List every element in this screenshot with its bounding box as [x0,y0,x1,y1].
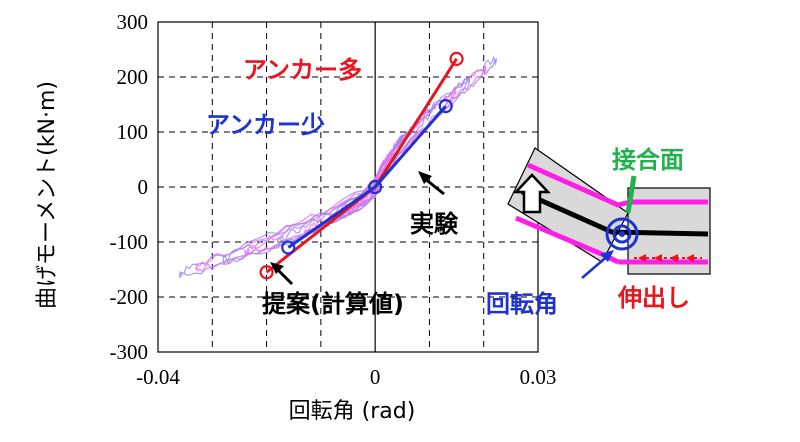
y-tick-label: 100 [117,120,149,144]
y-tick-label: -300 [110,340,149,364]
model-series [259,51,464,280]
y-tick-labels: 300 200 100 0 -100 -200 -300 [110,10,149,364]
grid-lines [158,22,538,352]
y-tick-label: -200 [110,285,149,309]
inset-axis-line [520,189,709,237]
experiment-loop [276,102,437,246]
y-axis-title: 曲げモーメント(kN·m) [35,81,60,309]
experiment-arrow-head [418,171,432,184]
series-point [368,179,383,195]
inset-label-extension: 伸出し [617,284,690,312]
inset-rotation-pointer-head [600,250,614,262]
x-axis-title: 回転角 (rad) [289,399,416,424]
inset-label-rotation-angle: 回転角 [486,290,558,318]
inset-hinge-center [619,231,625,237]
experiment-arrow [423,176,445,196]
inset-joint-pointer [625,175,637,214]
series-line [287,105,447,249]
experiment-loop [179,55,497,279]
series-point [438,99,453,114]
y-tick-label: 200 [117,65,149,89]
inset-rebar-top-left [526,162,631,208]
inset-extension-arrows [634,254,702,262]
x-tick-label: 0.03 [520,365,557,389]
x-tick-labels: -0.04 0 0.03 [136,365,556,389]
experiment-loop [195,65,487,273]
x-tick-label: -0.04 [136,365,180,389]
inset-up-arrow [513,173,551,214]
y-tick-label: 300 [117,10,149,34]
label-anchor-many: アンカー多 [243,56,362,84]
label-proposal: 提案(計算値) [262,290,404,318]
proposal-arrow-head [270,262,284,274]
inset-label-joint-surface: 接合面 [612,146,684,174]
inset-hinge-outer [605,217,639,251]
label-anchor-few: アンカー少 [206,111,325,139]
series-point [449,51,464,66]
y-tick-label: 0 [138,175,149,199]
series-point [259,265,274,280]
inset-hinge-inner [612,224,632,244]
y-tick-label: -100 [110,230,149,254]
experiment-loops [179,55,497,279]
joint-inset-diagram: 接合面 回転角 伸出し [486,146,711,318]
x-tick-label: 0 [370,365,381,389]
series-point [281,240,296,255]
label-experiment: 実験 [410,210,459,238]
